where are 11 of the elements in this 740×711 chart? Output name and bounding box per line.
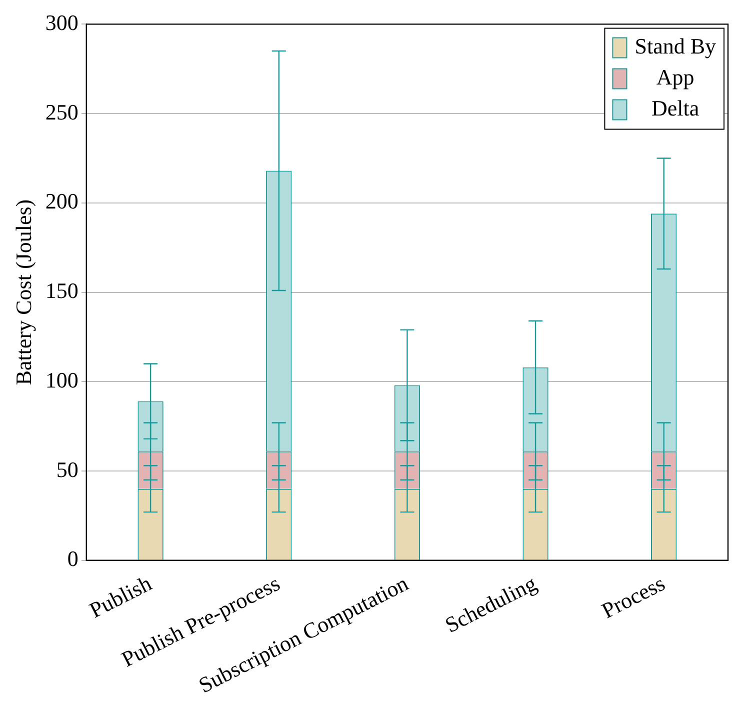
- legend-label: Stand By: [634, 33, 716, 58]
- y-tick-label: 300: [45, 10, 78, 35]
- y-tick-label: 250: [45, 99, 78, 124]
- legend-label: Delta: [652, 95, 700, 120]
- y-tick-label: 100: [45, 367, 78, 392]
- y-axis-title: Battery Cost (Joules): [10, 199, 36, 386]
- y-tick-label: 150: [45, 278, 78, 304]
- y-tick-label: 50: [56, 456, 78, 482]
- y-tick-label: 0: [67, 546, 78, 572]
- y-tick-label: 200: [45, 188, 78, 214]
- legend-label: App: [656, 64, 694, 90]
